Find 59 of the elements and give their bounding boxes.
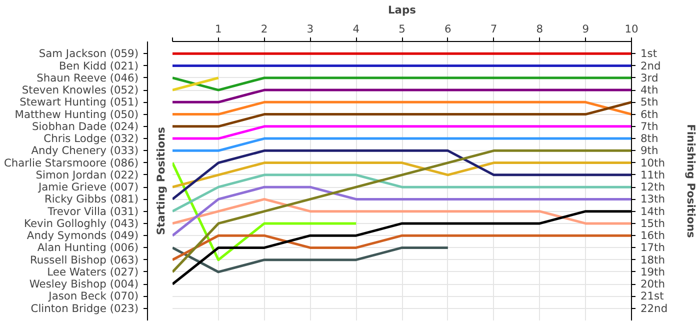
text: Ben Kidd (021) [58,59,139,72]
y2-tick-label: 9th [640,144,658,158]
text: Wesley Bishop (004) [29,278,139,291]
text: Kevin Golloghly (043) [24,216,139,230]
y2-tick-label: 22nd [640,302,668,315]
text: Siobhan Dade (024) [32,120,139,133]
y2-tick-label: 17th [640,241,665,254]
text: Andy Symonds (049) [26,229,139,242]
text: Charlie Starsmoore (086) [4,156,139,170]
y2-tick-label: 21st [640,290,664,303]
y2-axis-title: Finishing Positions [684,124,698,238]
y2-tick-label: 18th [640,253,665,266]
y2-tick-label: 6th [640,108,658,121]
text: Alan Hunting (006) [37,241,139,254]
y2-tick-label: 13th [640,192,665,206]
x-tick-label: 7 [490,22,498,36]
text: Trevor Villa (031) [46,204,138,218]
y2-tick-label: 1st [640,47,658,60]
y2-tick-label: 19th [640,265,665,278]
x-tick-label: 1 [215,22,222,36]
x-tick-label: 2 [260,22,268,36]
y2-tick-label: 16th [640,229,665,242]
x-tick-label: 9 [582,22,590,36]
y2-tick-label: 3rd [640,71,658,84]
y2-tick-label: 20th [640,278,665,291]
y2-tick-label: 11th [640,168,665,182]
x-tick-label: 8 [536,22,544,36]
text: Starting Positions [154,126,168,236]
text: Matthew Hunting (050) [14,108,139,121]
x-tick-label: 10 [624,22,638,36]
text: Ricky Gibbs (081) [44,192,139,206]
line-series [172,149,632,200]
y2-tick-label: 7th [640,120,658,133]
text: Simon Jordan (022) [36,168,139,182]
text: Shaun Reeve (046) [36,71,139,84]
text: Jamie Grieve (007) [37,180,139,194]
x-tick-label: 4 [352,22,360,36]
y2-tick-label: 15th [640,216,665,230]
text: Andy Chenery (033) [31,144,139,158]
line-series [172,149,632,274]
y2-tick-label: 4th [640,84,658,97]
y2-tick-label: 12th [640,180,665,194]
text: Clinton Bridge (023) [30,302,138,315]
y2-tick-label: 8th [640,132,658,146]
x-tick-label: 6 [444,22,452,36]
x-axis-title: Laps [388,4,416,16]
text: Stewart Hunting (051) [20,96,139,109]
text: Chris Lodge (032) [44,132,139,146]
text: Jason Beck (070) [48,290,139,303]
text: Steven Knowles (052) [22,84,139,97]
x-tick-label: 3 [306,22,314,36]
y2-tick-label: 14th [640,204,665,218]
y2-tick-label: 2nd [640,59,661,72]
y2-tick-label: 5th [640,96,658,109]
x-tick-label: 5 [398,22,406,36]
text: Russell Bishop (063) [30,253,139,266]
y2-tick-label: 10th [640,156,665,170]
text: Sam Jackson (059) [38,47,139,60]
text: Lee Waters (027) [47,265,138,278]
